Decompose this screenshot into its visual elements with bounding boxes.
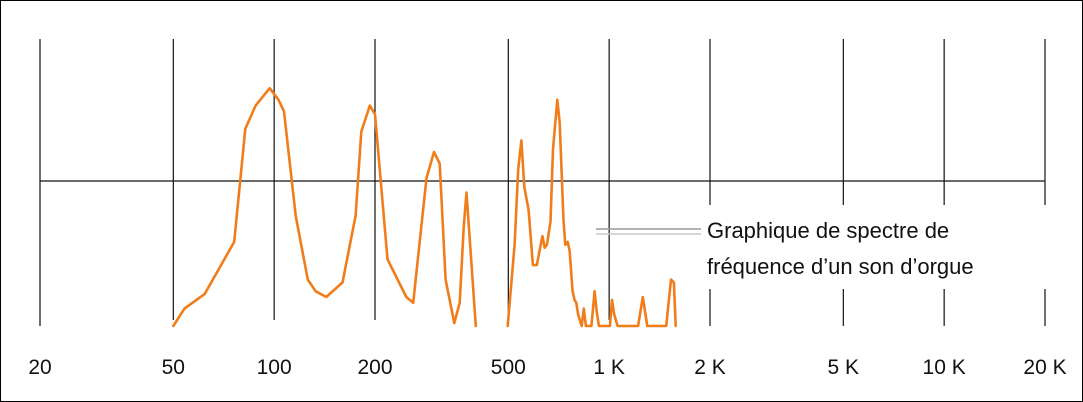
x-tick-label: 2 K [694, 356, 726, 379]
spectrum-line [172, 86, 478, 328]
x-tick-label: 20 K [1023, 356, 1066, 379]
x-tick-label: 1 K [593, 356, 625, 379]
annotation-text-line-2: fréquence d’un son d’orgue [707, 254, 974, 279]
x-tick-label: 10 K [923, 356, 966, 379]
x-tick-label: 100 [257, 356, 292, 379]
x-tick-label: 5 K [828, 356, 860, 379]
x-tick-label: 50 [162, 356, 185, 379]
x-tick-labels: 20 50 100 200 500 1 K 2 K 5 K 10 K 20 K [28, 356, 1066, 379]
annotation: Graphique de spectre de fréquence d’un s… [596, 205, 1067, 289]
x-tick-label: 20 [28, 356, 51, 379]
x-tick-label: 200 [357, 356, 392, 379]
series-backing [161, 320, 488, 331]
x-tick-label: 500 [491, 356, 526, 379]
annotation-text-line-1: Graphique de spectre de [707, 218, 949, 243]
spectrum-line [506, 98, 678, 328]
spectrum-data [161, 86, 688, 331]
annotation-background [701, 205, 1067, 289]
